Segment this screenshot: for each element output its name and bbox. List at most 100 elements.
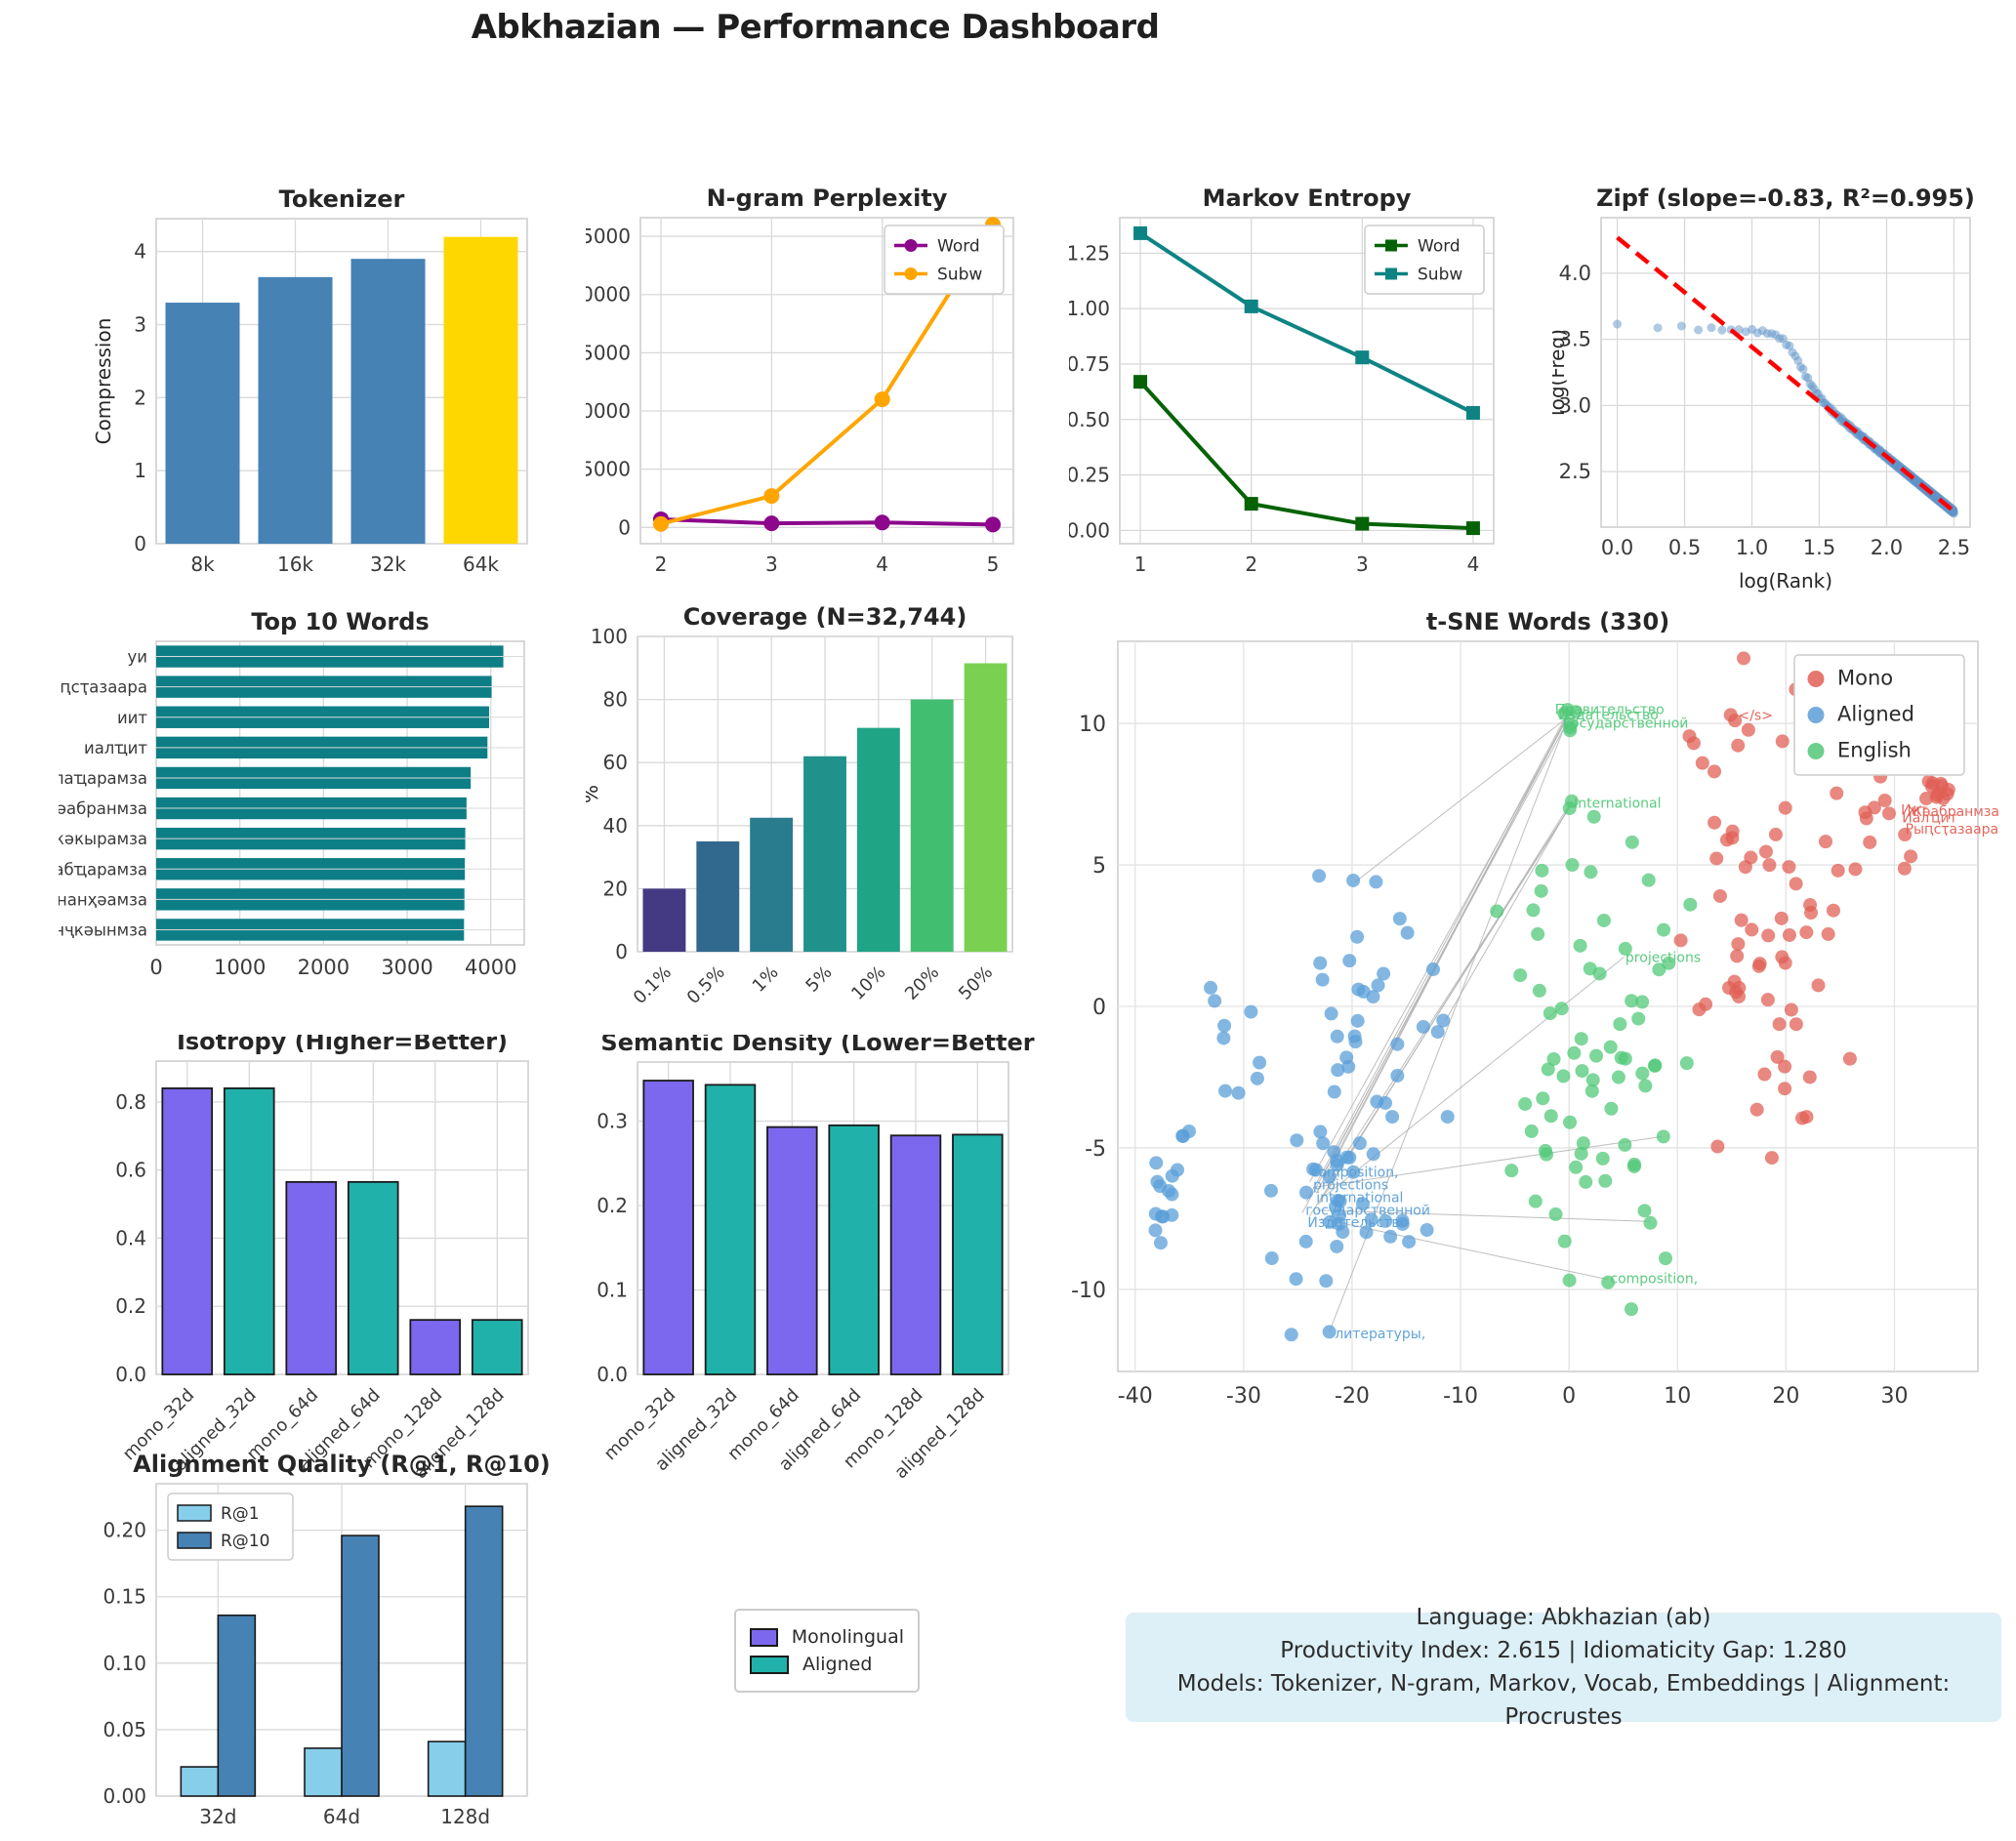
monolingual-label: Monolingual bbox=[791, 1626, 904, 1648]
chart-text: 0.2 bbox=[597, 1194, 628, 1217]
bar-mono_128d bbox=[409, 1319, 462, 1375]
chart-text: 0.2 bbox=[115, 1294, 146, 1318]
bar bbox=[341, 1534, 380, 1797]
ngram-plot: N-gram Perplexity 0 5000 10000 15000 20000 250… bbox=[568, 184, 1014, 576]
bar-16k bbox=[258, 276, 333, 544]
chart-text: 128d bbox=[440, 1805, 490, 1828]
chart-text: 1.5 bbox=[1803, 536, 1835, 559]
coverage-plot: Coverage (N=32,744)% 0 20 40 60 80 100 0.1%0.5%… bbox=[579, 603, 1013, 1008]
chart-text: 4000 bbox=[465, 956, 516, 979]
chart-text: 0.10 bbox=[103, 1652, 146, 1675]
chart-text: 0.15 bbox=[103, 1585, 146, 1609]
chart-text: 4 bbox=[1467, 552, 1480, 576]
legend-item-monolingual: Monolingual bbox=[750, 1626, 904, 1648]
chart-text: 0 bbox=[1562, 1384, 1576, 1409]
chart-text: 2.0 bbox=[1871, 536, 1903, 559]
chart-text: 3.0 bbox=[1559, 393, 1591, 417]
chart-text: 0.00 bbox=[103, 1784, 146, 1808]
chart-text: 0 bbox=[618, 515, 631, 539]
chart-text: 64d bbox=[323, 1805, 360, 1828]
tsne-points bbox=[1148, 651, 1955, 1342]
chart-text: Isotropy (Higher=Better) bbox=[177, 1035, 508, 1055]
chart-text: 3 bbox=[134, 313, 146, 337]
bar bbox=[217, 1615, 257, 1797]
chart-text: 0.3 bbox=[597, 1110, 628, 1133]
chart-text: Zipf (slope=-0.83, R²=0.995) bbox=[1596, 184, 1975, 212]
chart-text: Tokenizer bbox=[279, 185, 405, 213]
chart-text: Государственной bbox=[1562, 716, 1688, 731]
alignment-quality-chart: Alignment Quality (R@1, R@10) 0.00 0.05 0.1… bbox=[93, 1440, 556, 1841]
chart-text: 1.25 bbox=[1069, 241, 1110, 265]
chart-text: жәабранмза bbox=[59, 799, 147, 818]
chart-text: лаҵарамза bbox=[59, 769, 147, 788]
chart-text: 1000 bbox=[214, 956, 266, 979]
chart-text: государственной bbox=[1305, 1204, 1430, 1219]
chart-text: 0.20 bbox=[103, 1519, 146, 1542]
bar bbox=[464, 1505, 504, 1797]
legend-item-aligned: Aligned bbox=[750, 1654, 904, 1675]
bar-mono_32d bbox=[161, 1087, 214, 1375]
chart-text: 10000 bbox=[586, 399, 631, 423]
bar-aligned_32d bbox=[704, 1084, 757, 1375]
chart-text: Word bbox=[937, 237, 980, 257]
tsne-chart: t-SNE Words (330) -10 -5 0 5 10 -40 -30 -20 -10 0 1… bbox=[1069, 595, 2016, 1454]
markov-entropy-chart: Markov Entropy 0.00 0.25 0.50 0.75 1.00 1.25 1 2… bbox=[1066, 181, 1518, 576]
chart-text: 8k bbox=[190, 552, 215, 576]
markov-plot: Markov Entropy 0.00 0.25 0.50 0.75 1.00 1.25 1 2… bbox=[1066, 184, 1495, 576]
chart-text: Compression bbox=[93, 318, 115, 445]
chart-text: Semantic Density (Lower=Better) bbox=[600, 1035, 1035, 1056]
chart-text: 1 bbox=[1134, 552, 1147, 576]
chart-text: Subw bbox=[937, 266, 982, 285]
bar-mono_32d bbox=[642, 1080, 694, 1375]
chart-text: 100 bbox=[591, 625, 628, 648]
chart-text: 10 bbox=[1079, 713, 1106, 737]
chart-text: composition, bbox=[1610, 1271, 1698, 1287]
chart-text: 30 bbox=[1880, 1384, 1908, 1409]
tokenizer-plot: Tokenizer Compression 0 1 2 3 4 8k 16k 32k 64k bbox=[92, 185, 528, 576]
chart-text: 10 bbox=[1664, 1384, 1691, 1409]
chart-text: 0.1 bbox=[597, 1279, 628, 1302]
chart-text: -30 bbox=[1226, 1384, 1261, 1409]
chart-text: 0 bbox=[134, 532, 146, 555]
chart-text: 2 bbox=[1245, 552, 1257, 576]
monolingual-swatch bbox=[750, 1627, 778, 1647]
bar-1% bbox=[750, 817, 794, 952]
chart-text: 3 bbox=[765, 552, 778, 576]
chart-text: -10 bbox=[1443, 1384, 1478, 1409]
markov-series-Subw bbox=[1133, 225, 1480, 420]
chart-text: </s> bbox=[1738, 708, 1772, 723]
chart-text: 0.00 bbox=[1069, 518, 1110, 542]
bar-aligned_32d bbox=[223, 1087, 275, 1375]
chart-text: 5 bbox=[1092, 854, 1106, 879]
ngram-series-Subw bbox=[653, 217, 1001, 532]
chart-text: Word bbox=[1418, 237, 1461, 257]
dashboard-title: Abkhazian — Performance Dashboard bbox=[471, 8, 1160, 47]
bar-64k bbox=[443, 236, 518, 544]
chart-text: 40 bbox=[603, 814, 628, 838]
chart-text: Иит bbox=[1901, 803, 1928, 819]
chart-text: нанҳәамза bbox=[59, 890, 147, 909]
info-line-language: Language: Abkhazian (ab) bbox=[1416, 1605, 1711, 1630]
bar-20% bbox=[910, 699, 954, 952]
chart-text: 0.0 bbox=[597, 1363, 628, 1386]
chart-text: 0 bbox=[615, 940, 628, 963]
chart-text: Alignment Quality (R@1, R@10) bbox=[133, 1451, 551, 1478]
chart-text: projections bbox=[1313, 1178, 1388, 1194]
chart-text: 0.6 bbox=[115, 1159, 146, 1182]
chart-text: R@1 bbox=[221, 1504, 260, 1524]
chart-text: 2.5 bbox=[1938, 536, 1970, 559]
chart-text: % bbox=[586, 785, 602, 803]
chart-text: 20 bbox=[1772, 1384, 1799, 1409]
isotropy-chart: Isotropy (Higher=Better) 0.0 0.2 0.4 0.6 0.8 m… bbox=[93, 1028, 556, 1493]
bar-aligned_128d bbox=[471, 1319, 523, 1375]
coverage-bars bbox=[642, 663, 1008, 952]
chart-text: Жәабранмза bbox=[1908, 804, 1999, 820]
top10-plot: Top 10 Words 0 1000 2000 3000 4000 уи рыԥсҭазаа… bbox=[21, 608, 525, 979]
chart-text: 0.8 bbox=[115, 1090, 146, 1114]
isotropy-plot: Isotropy (Higher=Better)0.00.20.40.60.8m… bbox=[115, 1028, 529, 1483]
chart-text: Coverage (N=32,744) bbox=[683, 603, 967, 631]
chart-text: log(Rank) bbox=[1739, 569, 1832, 593]
chart-text: 16k bbox=[277, 552, 313, 576]
chart-text: 5% bbox=[802, 962, 836, 997]
